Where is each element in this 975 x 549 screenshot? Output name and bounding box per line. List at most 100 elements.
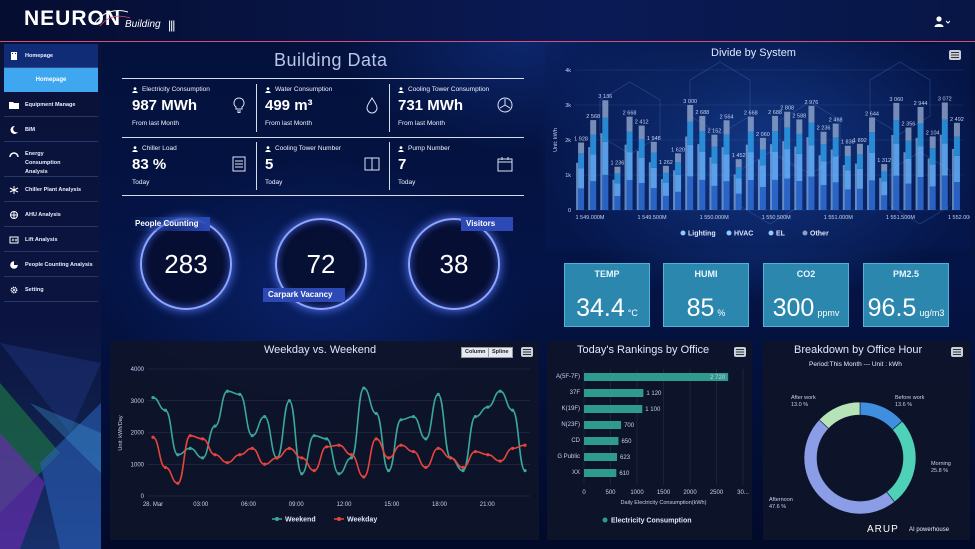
system-bar-segment bbox=[772, 179, 779, 210]
bar-data-label: 2 152 bbox=[708, 129, 722, 135]
person-icon bbox=[265, 86, 271, 93]
sidebar-item-ahu[interactable]: AHU Analysis bbox=[4, 203, 98, 227]
sidebar-item-energy[interactable]: Energy Consumption Analysis bbox=[4, 143, 98, 177]
bar-data-label: 2 236 bbox=[817, 126, 831, 132]
chart-menu-button[interactable] bbox=[951, 347, 963, 357]
menu-toggle-icon[interactable]: ||| bbox=[168, 18, 175, 32]
system-bar-secondary bbox=[806, 137, 809, 210]
series-point bbox=[498, 389, 502, 393]
bar-data-label: 3 136 bbox=[598, 94, 612, 100]
series-point bbox=[312, 434, 316, 438]
system-bar-segment bbox=[578, 142, 585, 154]
sidebar-item-label: Homepage bbox=[25, 52, 54, 59]
bar-value-label: 650 bbox=[621, 439, 632, 445]
stat-label: Cooling Tower Consumption bbox=[408, 86, 490, 93]
system-bar-segment bbox=[784, 111, 791, 128]
chart-menu-button[interactable] bbox=[734, 347, 746, 357]
sidebar: Homepage Homepage Equipment Manage BIM E… bbox=[0, 43, 101, 549]
system-bar-segment bbox=[917, 106, 924, 124]
stat-label: Chiller Load bbox=[142, 145, 177, 152]
system-bar-secondary bbox=[927, 158, 930, 210]
series-point bbox=[238, 392, 242, 396]
sidebar-item-bim[interactable]: BIM bbox=[4, 118, 98, 142]
breakdown-title: Breakdown by Office Hour bbox=[794, 344, 923, 356]
logo-swoosh-icon bbox=[93, 10, 131, 27]
legend-marker bbox=[680, 230, 686, 236]
sidebar-item-homepage[interactable]: Homepage bbox=[4, 44, 98, 68]
sidebar-item-equipment[interactable]: Equipment Manage bbox=[4, 93, 98, 117]
spline-button[interactable]: Spline bbox=[488, 347, 513, 358]
sidebar-item-label: Lift Analysis bbox=[25, 236, 58, 243]
user-icon[interactable] bbox=[934, 16, 950, 28]
sidebar-item-people-counting[interactable]: People Counting Analysis bbox=[4, 253, 98, 277]
system-bar-segment bbox=[614, 196, 621, 210]
system-bar-segment bbox=[590, 120, 597, 135]
system-bar-secondary bbox=[636, 150, 639, 210]
sidebar-item-setting[interactable]: Setting bbox=[4, 278, 98, 302]
series-point bbox=[523, 443, 527, 447]
system-bar-segment bbox=[772, 115, 779, 131]
system-bar-segment bbox=[869, 152, 876, 181]
system-bar-segment bbox=[638, 125, 645, 140]
system-bar-segment bbox=[844, 189, 851, 210]
y-tick-label: 2000 bbox=[131, 431, 145, 437]
system-bar-segment bbox=[711, 146, 718, 164]
bar-data-label: 1 948 bbox=[647, 136, 661, 142]
series-point bbox=[325, 445, 329, 449]
x-tick-label: 30... bbox=[737, 490, 749, 496]
drop-icon bbox=[366, 97, 378, 114]
building-data-title: Building Data bbox=[274, 50, 388, 70]
system-bar-segment bbox=[796, 181, 803, 210]
bar-data-label: 2 588 bbox=[792, 113, 806, 119]
legend-item: Other bbox=[810, 231, 829, 238]
system-bar-segment bbox=[832, 123, 839, 138]
sidebar-item-lift[interactable]: Lift Analysis bbox=[4, 228, 98, 252]
system-bar-segment bbox=[747, 180, 754, 210]
bar-data-label: 1 836 bbox=[841, 140, 855, 146]
system-bar-segment bbox=[735, 178, 742, 194]
bar-data-label: 1 262 bbox=[659, 160, 673, 166]
series-point bbox=[461, 469, 465, 473]
system-bar-secondary bbox=[842, 165, 845, 210]
sensor-unit: % bbox=[717, 308, 726, 318]
bar-data-label: 2 808 bbox=[780, 106, 794, 112]
category-label: CD bbox=[571, 438, 580, 444]
chart-menu-button[interactable] bbox=[949, 50, 961, 60]
system-bar-segment bbox=[699, 179, 706, 210]
system-bar-segment bbox=[808, 145, 815, 177]
system-bar-segment bbox=[953, 122, 960, 137]
bar-data-label: 2 356 bbox=[902, 122, 916, 128]
system-bar-segment bbox=[929, 136, 936, 149]
system-bar-segment bbox=[747, 152, 754, 181]
system-bar-segment bbox=[626, 116, 633, 132]
sidebar-subitem-homepage[interactable]: Homepage bbox=[4, 68, 98, 92]
system-bar-segment bbox=[905, 183, 912, 210]
system-bar-secondary bbox=[588, 147, 591, 210]
category-label: 37F bbox=[570, 390, 581, 396]
sidebar-item-chiller[interactable]: Chiller Plant Analysis bbox=[4, 178, 98, 202]
neuron-logo[interactable]: NEURON bbox=[24, 7, 122, 30]
system-bar-secondary bbox=[879, 177, 882, 210]
stat-sub: Today bbox=[398, 179, 416, 186]
system-bar-segment bbox=[650, 188, 657, 210]
system-bar-segment bbox=[759, 137, 766, 150]
stat-cooling-tower-number: Cooling Tower Number 5 Today bbox=[265, 145, 395, 195]
series-point bbox=[461, 465, 465, 470]
y-tick-label: 1000 bbox=[131, 462, 145, 468]
system-bar-segment bbox=[953, 182, 960, 210]
x-tick-label: 1 551.000M bbox=[824, 215, 853, 221]
bar-data-label: 2 688 bbox=[695, 110, 709, 116]
system-bar-segment bbox=[929, 148, 936, 165]
x-tick-label: 15:00 bbox=[384, 502, 400, 508]
x-tick-label: 09:00 bbox=[289, 502, 305, 508]
stat-label: Water Consumption bbox=[275, 86, 333, 93]
system-bar-segment bbox=[772, 151, 779, 180]
y-tick-label: 3k bbox=[565, 103, 571, 109]
person-icon bbox=[132, 145, 138, 152]
system-bar-segment bbox=[820, 144, 827, 162]
chart-menu-button[interactable] bbox=[521, 347, 533, 357]
system-bar-segment bbox=[856, 143, 863, 155]
stat-label: Electricity Consumption bbox=[142, 86, 210, 93]
series-point bbox=[263, 415, 267, 419]
system-bar-segment bbox=[881, 181, 888, 196]
